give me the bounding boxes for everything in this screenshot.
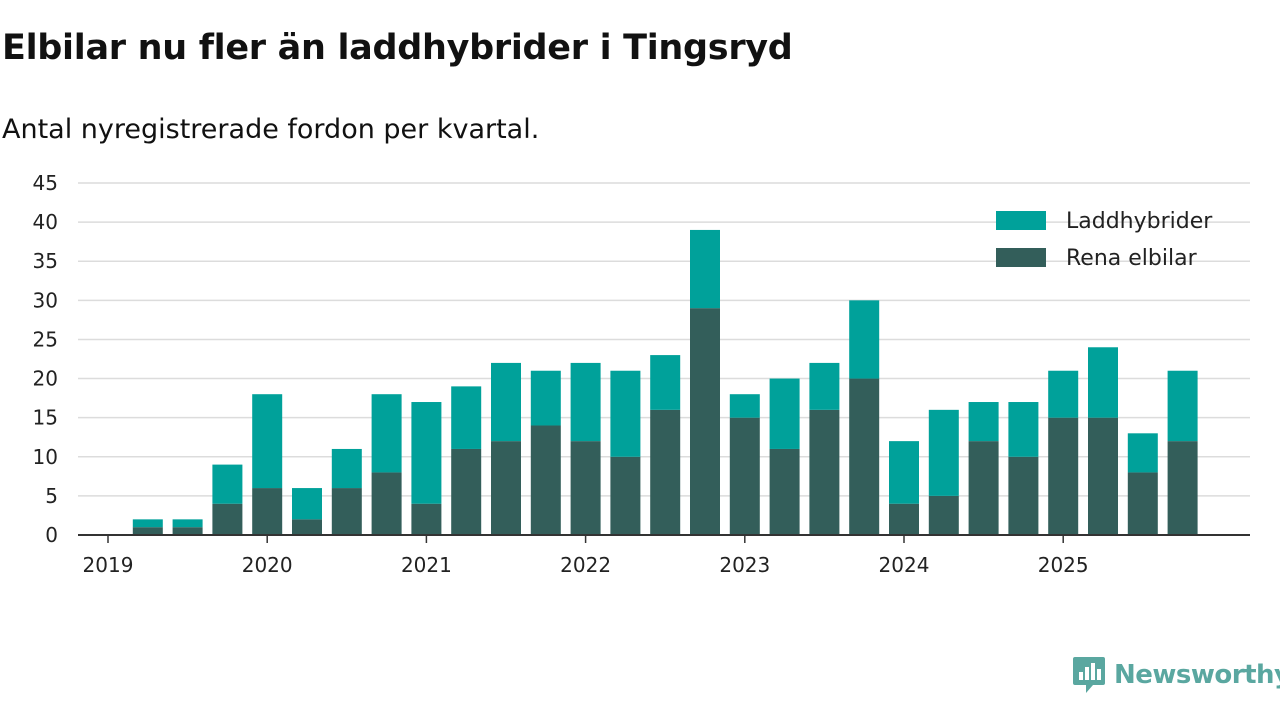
bar-rena-elbilar [252, 488, 283, 535]
legend-swatch [996, 211, 1046, 230]
bar-rena-elbilar [769, 448, 800, 535]
bar-laddhybrider [889, 441, 919, 504]
bar-rena-elbilar [132, 527, 163, 535]
bar-laddhybrider [172, 519, 203, 528]
y-tick-label: 40 [33, 210, 58, 234]
bar-rena-elbilar [491, 441, 521, 535]
bar-laddhybrider [371, 394, 402, 473]
bar-laddhybrider [530, 370, 561, 426]
bar-rena-elbilar [172, 527, 203, 535]
bar-laddhybrider [491, 362, 521, 442]
bar-laddhybrider [132, 519, 163, 528]
bar-laddhybrider [411, 402, 442, 504]
bar-laddhybrider [570, 362, 601, 442]
bar-rena-elbilar [212, 503, 243, 535]
bar-rena-elbilar [729, 417, 760, 535]
bar-rena-elbilar [610, 456, 641, 535]
chart-subtitle: Antal nyregistrerade fordon per kvartal. [2, 114, 540, 145]
bar-rena-elbilar [530, 425, 561, 535]
bar-laddhybrider [650, 355, 681, 410]
y-tick-label: 35 [33, 249, 58, 273]
bar-rena-elbilar [292, 519, 322, 535]
bar-rena-elbilar [809, 409, 840, 535]
x-tick-label: 2021 [401, 553, 452, 577]
y-tick-label: 15 [33, 406, 58, 430]
newsworthy-logo-icon [1073, 657, 1105, 693]
bar-rena-elbilar [928, 495, 959, 535]
bar-laddhybrider [212, 464, 243, 504]
y-tick-label: 30 [33, 288, 58, 312]
bar-rena-elbilar [1048, 417, 1079, 535]
bar-rena-elbilar [1167, 441, 1198, 535]
bar-rena-elbilar [411, 503, 442, 535]
bar-rena-elbilar [650, 409, 681, 535]
bar-laddhybrider [769, 378, 800, 449]
y-tick-label: 45 [33, 171, 58, 195]
y-tick-label: 0 [45, 523, 58, 547]
bar-rena-elbilar [1127, 472, 1158, 535]
x-tick-label: 2019 [83, 553, 134, 577]
x-tick-label: 2020 [242, 553, 293, 577]
chart-title: Elbilar nu fler än laddhybrider i Tingsr… [2, 28, 793, 68]
bar-laddhybrider [690, 229, 720, 309]
bar-laddhybrider [451, 386, 482, 449]
bar-laddhybrider [849, 300, 880, 379]
brand-name: Newsworthy [1114, 660, 1280, 690]
x-tick-label: 2023 [719, 553, 770, 577]
bar-laddhybrider [292, 488, 322, 520]
legend-label: Laddhybrider [1066, 209, 1213, 234]
bar-laddhybrider [928, 409, 959, 496]
bar-laddhybrider [252, 394, 283, 489]
bar-rena-elbilar [331, 488, 362, 535]
y-tick-label: 10 [33, 445, 58, 469]
bar-rena-elbilar [451, 448, 482, 535]
x-tick-label: 2022 [560, 553, 611, 577]
legend-label: Rena elbilar [1066, 246, 1198, 271]
bar-laddhybrider [729, 394, 760, 418]
bar-rena-elbilar [570, 441, 601, 535]
bar-rena-elbilar [968, 441, 999, 535]
bar-rena-elbilar [371, 472, 402, 535]
y-tick-label: 20 [33, 367, 58, 391]
brand: Newsworthy [1072, 655, 1280, 695]
bar-laddhybrider [1048, 370, 1079, 418]
bar-laddhybrider [1127, 433, 1158, 473]
bar-laddhybrider [1008, 402, 1039, 457]
bar-laddhybrider [1167, 370, 1198, 442]
bar-rena-elbilar [1088, 417, 1118, 535]
y-tick-label: 25 [33, 327, 58, 351]
bar-rena-elbilar [849, 378, 880, 535]
bar-laddhybrider [1088, 347, 1118, 418]
bar-laddhybrider [809, 362, 840, 410]
bar-rena-elbilar [690, 308, 720, 535]
bar-laddhybrider [968, 402, 999, 442]
bar-laddhybrider [610, 370, 641, 457]
bar-laddhybrider [331, 448, 362, 489]
bar-rena-elbilar [889, 503, 919, 535]
x-tick-label: 2025 [1038, 553, 1089, 577]
bar-rena-elbilar [1008, 456, 1039, 535]
x-tick-label: 2024 [879, 553, 930, 577]
legend-swatch [996, 248, 1046, 267]
y-tick-label: 5 [45, 484, 58, 508]
